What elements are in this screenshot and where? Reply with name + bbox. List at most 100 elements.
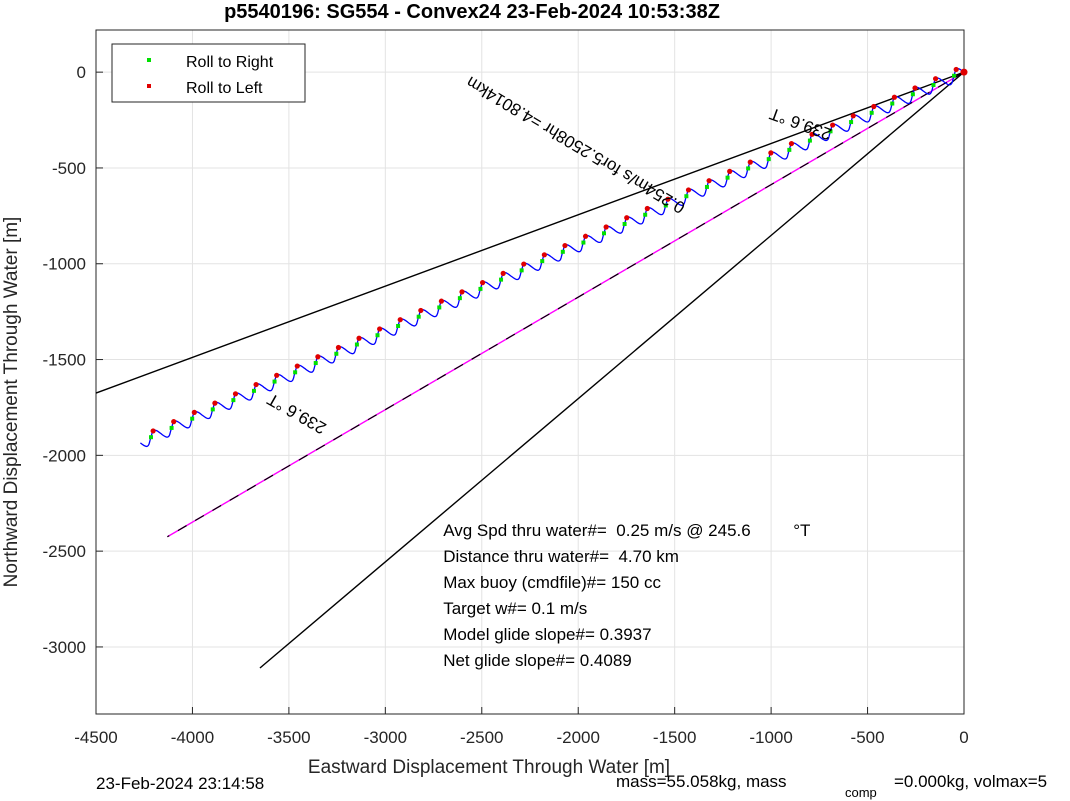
roll-left-marker [747,159,753,165]
roll-left-marker [500,270,506,276]
roll-right-marker [313,361,318,366]
footer-volmax: =0.000kg, volmax=5 [894,772,1047,791]
course-line-dashed [167,71,965,538]
roll-right-marker [416,314,421,319]
y-tick-label: 0 [77,63,86,82]
roll-right-marker [766,157,771,162]
legend-label-roll-right: Roll to Right [186,54,274,71]
stats-line: Target w#= 0.1 m/s [443,599,587,618]
roll-right-marker [169,425,174,430]
roll-right-marker [334,351,339,356]
x-tick-label: -2000 [556,728,599,747]
rotated-label: 239.6 °T [264,389,329,437]
y-tick-label: -1500 [43,351,86,370]
rotated-label: 239.6 °T [767,104,834,144]
rotated-label: 0.254m/s for5.2508hr =4.8014km [463,72,688,217]
roll-right-marker [622,222,627,227]
roll-right-marker [375,333,380,338]
roll-left-marker [562,242,568,249]
footer-mass: mass=55.058kg, mass [616,772,787,791]
roll-left-marker [932,76,939,82]
roll-left-marker [479,280,486,286]
roll-right-marker [828,129,833,134]
roll-right-marker [849,120,854,125]
roll-right-marker [869,110,874,115]
legend-label-roll-left: Roll to Left [186,80,263,97]
y-tick-label: -500 [52,159,86,178]
roll-left-marker [459,289,465,295]
legend-box [111,43,306,103]
x-tick-label: -4500 [74,728,117,747]
roll-right-marker [149,435,154,440]
roll-left-marker [727,168,733,175]
roll-left-marker [665,196,671,202]
roll-left-marker [521,261,527,267]
roll-right-marker [457,296,462,301]
roll-left-marker [541,252,547,258]
legend-marker-roll-left [147,84,151,88]
stats-annotations: Avg Spd thru water#= 0.25 m/s @ 245.6 °T… [443,521,810,670]
legend-marker-roll-right [147,58,151,62]
legend: Roll to Right Roll to Left [111,43,306,103]
x-tick-label: -500 [851,728,885,747]
roll-left-marker [294,363,300,369]
roll-left-marker [335,344,342,351]
roll-right-marker [725,175,730,180]
roll-right-marker [663,203,668,208]
roll-left-marker [624,215,630,221]
roll-left-marker [685,187,692,193]
y-tick-label: -2500 [43,542,86,561]
stats-line: Max buoy (cmdfile)#= 150 cc [443,573,661,592]
roll-right-marker [581,240,586,245]
grid-lines [95,30,965,714]
roll-left-marker [438,298,445,304]
roll-left-marker [768,150,774,156]
roll-right-marker [293,370,298,375]
x-tick-label: -1000 [749,728,792,747]
chart-title: p5540196: SG554 - Convex24 23-Feb-2024 1… [224,1,720,23]
roll-left-marker [809,131,815,137]
y-tick-label: -3000 [43,638,86,657]
series-layer [95,68,965,669]
x-tick-label: -3000 [364,728,407,747]
roll-right-marker [931,82,936,87]
axes-box [95,29,965,715]
roll-right-marker [807,138,812,143]
roll-left-marker [603,224,609,230]
roll-left-marker [232,391,239,397]
roll-right-marker [910,92,915,97]
x-tick-label: -1500 [653,728,696,747]
roll-left-marker [912,85,918,91]
x-tick-label: -4000 [171,728,214,747]
roll-right-marker [890,101,895,106]
roll-left-marker [212,400,218,406]
roll-left-marker [171,419,177,425]
roll-left-marker [706,178,712,184]
roll-left-marker [150,428,156,434]
roll-right-marker [396,323,401,328]
roll-left-marker [397,317,403,323]
roll-left-marker [582,233,589,239]
roll-left-marker [356,335,362,341]
x-axis-ticks: -4500 -4000 -3500 -3000 -2500 -2000 -1500 -1000… [74,707,969,747]
roll-right-marker [952,73,957,78]
stats-line: Distance thru water#= 4.70 km [443,547,679,566]
roll-right-marker [684,194,689,199]
x-axis-label: Eastward Displacement Through Water [m] [308,757,670,778]
x-tick-label: 0 [959,728,968,747]
roll-left-marker [253,381,259,388]
roll-left-marker [274,372,280,378]
stats-line: Net glide slope#= 0.4089 [443,651,632,670]
x-tick-label: -2500 [460,728,503,747]
y-tick-label: -1000 [43,255,86,274]
roll-right-marker [704,184,709,189]
roll-right-marker [231,398,236,403]
roll-right-marker [499,277,504,282]
roll-left-marker [830,122,836,128]
roll-left-marker [850,113,856,119]
roll-right-marker [560,249,565,254]
roll-right-marker [437,305,442,310]
roll-markers [149,66,968,440]
roll-left-marker [191,409,197,415]
roll-right-marker [190,416,195,421]
